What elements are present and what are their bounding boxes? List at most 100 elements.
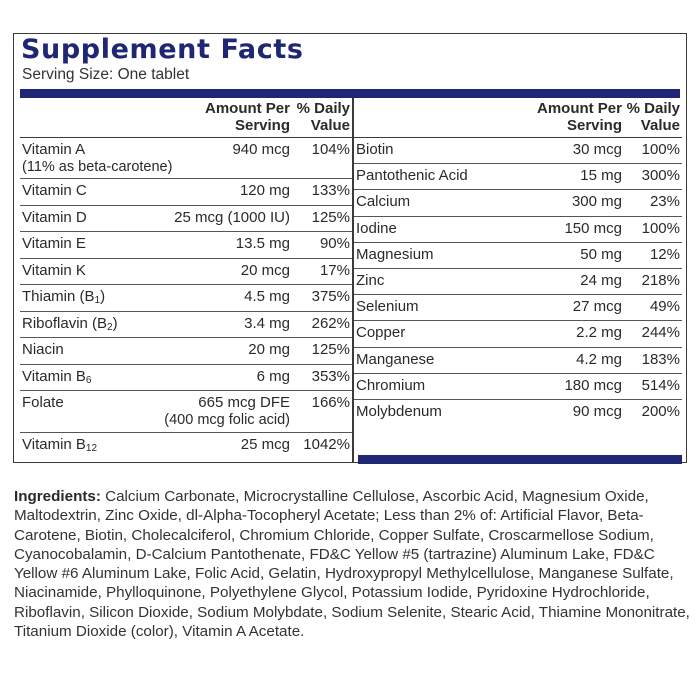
nutrient-daily-value: 100% [641, 219, 680, 237]
nutrient-row: Copper 2.2 mg 244% [354, 321, 682, 348]
nutrient-amount: 2.2 mg [576, 324, 622, 342]
nutrient-name-text: Folate [22, 394, 64, 411]
nutrient-name-text: Niacin [22, 341, 64, 358]
nutrient-name: Vitamin E [22, 234, 86, 253]
amount-header: Amount Per Serving [205, 100, 290, 134]
nutrient-name-suffix: ) [112, 314, 118, 332]
nutrient-amount: 665 mcg DFE [198, 394, 290, 411]
nutrient-row: Vitamin K 20 mcg 17% [20, 259, 352, 285]
header-bar [20, 89, 680, 98]
nutrient-amount: 150 mcg [564, 219, 622, 237]
nutrient-amount: 4.2 mg [576, 350, 622, 368]
nutrient-amount: 940 mcg [232, 141, 290, 158]
nutrient-row: Magnesium 50 mg 12% [354, 243, 682, 269]
nutrient-amount: 120 mg [239, 182, 290, 199]
nutrient-name: Vitamin C [22, 181, 87, 200]
nutrient-name-text: Vitamin C [22, 182, 87, 199]
nutrient-name: Zinc [356, 271, 385, 289]
nutrient-daily-value: 200% [641, 402, 680, 420]
nutrient-row: Vitamin B6 6 mg 353% [20, 365, 352, 391]
nutrient-row: Manganese 4.2 mg 183% [354, 348, 682, 374]
nutrient-amount: 50 mg [580, 245, 622, 263]
nutrient-daily-value: 100% [641, 141, 680, 158]
nutrient-row: Zinc 24 mg 218% [354, 269, 682, 296]
nutrient-daily-value: 90% [319, 235, 350, 252]
nutrient-row: Calcium 300 mg 23% [354, 190, 682, 217]
nutrient-row: Vitamin A (11% as beta-carotene) 940 mcg 10… [20, 138, 352, 179]
nutrient-name: Folate [22, 393, 64, 412]
nutrient-amount: 180 mcg [564, 376, 622, 394]
amount-header-line1: Amount Per [204, 100, 290, 117]
dv-header: % Daily Value [627, 100, 680, 134]
nutrient-daily-value: 514% [641, 376, 680, 394]
nutrient-amount: 13.5 mg [235, 235, 290, 252]
nutrient-daily-value: 300% [641, 167, 680, 185]
nutrient-name: Selenium [356, 298, 419, 316]
nutrient-name: Thiamin (B1) [22, 287, 105, 310]
nutrient-row: Vitamin D 25 mcg (1000 IU) 125% [20, 206, 352, 232]
nutrient-name-suffix: ) [100, 288, 106, 305]
nutrient-daily-value: 353% [311, 367, 350, 385]
nutrient-name: Vitamin A [22, 140, 85, 159]
nutrient-subscript: 12 [85, 443, 98, 454]
right-column-header: Amount Per Serving % Daily Value [354, 98, 682, 138]
nutrient-amount: 27 mcg [572, 298, 622, 316]
nutrient-name-text: Vitamin K [22, 261, 86, 279]
nutrient-daily-value: 125% [311, 341, 350, 358]
nutrient-amount: 15 mg [580, 167, 622, 185]
nutrient-daily-value: 12% [649, 245, 680, 263]
nutrient-subscript: 6 [85, 374, 92, 386]
nutrient-amount-note: (400 mcg folic acid) [164, 412, 290, 428]
left-nutrient-rows: Vitamin A (11% as beta-carotene) 940 mcg 10… [20, 138, 352, 459]
nutrient-row: Biotin 30 mcg 100% [354, 138, 682, 165]
nutrient-name-text: Thiamin (B [22, 288, 95, 305]
nutrient-daily-value: 166% [311, 394, 350, 411]
nutrient-amount: 3.4 mg [244, 314, 290, 332]
nutrient-name-text: Vitamin E [22, 235, 86, 252]
nutrient-amount: 90 mcg [572, 402, 622, 420]
nutrient-amount: 20 mcg [240, 261, 290, 279]
nutrient-subscript: 1 [94, 295, 101, 306]
nutrient-name: Vitamin D [22, 208, 87, 227]
nutrient-row: Pantothenic Acid 15 mg 300% [354, 164, 682, 191]
panel-title: Supplement Facts [21, 34, 304, 65]
amount-header-line2: Serving [234, 117, 290, 134]
amount-header-line2: Serving [566, 117, 622, 134]
nutrient-row: Vitamin B12 25 mcg 1042% [20, 433, 352, 459]
right-footer-bar [358, 455, 682, 464]
ingredients-label: Ingredients: [14, 488, 101, 505]
left-nutrient-column: Amount Per Serving % Daily Value Vitamin… [20, 98, 352, 459]
ingredients-text: Calcium Carbonate, Microcrystalline Cell… [14, 488, 690, 641]
nutrient-daily-value: 23% [649, 193, 680, 211]
nutrient-name: Pantothenic Acid [356, 167, 468, 185]
nutrient-row: Niacin 20 mg 125% [20, 338, 352, 365]
dv-header-line2: Value [310, 117, 350, 134]
column-divider [352, 98, 354, 463]
serving-size: Serving Size: One tablet [22, 66, 190, 83]
nutrient-name: Magnesium [356, 245, 434, 263]
nutrient-row: Chromium 180 mcg 514% [354, 374, 682, 400]
nutrient-amount: 25 mcg [240, 436, 290, 453]
nutrient-name: Iodine [356, 219, 397, 237]
nutrient-name: Manganese [356, 350, 435, 368]
nutrient-note: (11% as beta-carotene) [22, 159, 173, 175]
nutrient-name: Biotin [356, 141, 394, 158]
nutrient-row: Folate 665 mcg DFE (400 mcg folic acid) 166… [20, 391, 352, 433]
right-nutrient-column: Amount Per Serving % Daily Value Biotin 3… [354, 98, 682, 425]
dv-header-line1: % Daily [626, 100, 680, 117]
nutrient-name: Vitamin K [22, 261, 86, 280]
nutrient-name: Niacin [22, 340, 64, 359]
nutrient-row: Molybdenum 90 mcg 200% [354, 400, 682, 425]
nutrient-daily-value: 49% [649, 298, 680, 316]
nutrient-daily-value: 125% [311, 208, 350, 226]
nutrient-row: Vitamin E 13.5 mg 90% [20, 232, 352, 259]
nutrient-name-text: Riboflavin (B [22, 314, 108, 332]
nutrient-name: Riboflavin (B2) [22, 314, 118, 337]
amount-header-line1: Amount Per [536, 100, 622, 117]
dv-header-line1: % Daily [296, 100, 350, 117]
nutrient-daily-value: 262% [311, 314, 350, 332]
nutrient-daily-value: 17% [319, 261, 350, 279]
nutrient-row: Iodine 150 mcg 100% [354, 217, 682, 243]
nutrient-daily-value: 183% [641, 350, 680, 368]
dv-header-line2: Value [640, 117, 680, 134]
